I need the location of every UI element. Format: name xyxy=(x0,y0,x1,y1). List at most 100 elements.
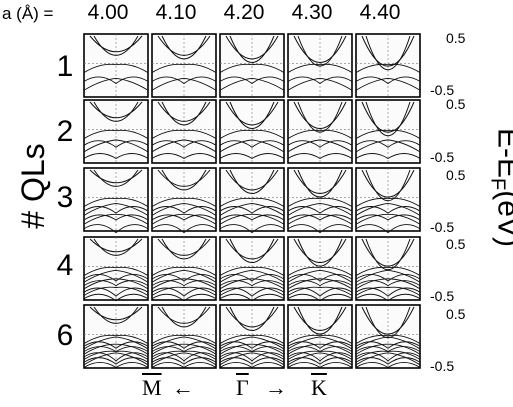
panel-4-4.20 xyxy=(219,236,285,302)
panel-6-4.00 xyxy=(83,304,149,369)
panel-3-4.20 xyxy=(219,167,285,234)
conduction-band-curve xyxy=(293,306,347,332)
conduction-band-curve xyxy=(365,35,411,70)
valence-band-curve xyxy=(219,334,285,345)
valence-band-curve xyxy=(355,129,421,140)
panel-4-4.40 xyxy=(355,236,421,302)
conduction-band-curve xyxy=(297,35,343,67)
row-label-1: 1 xyxy=(56,50,74,83)
conduction-band-curve xyxy=(161,238,207,260)
valence-band-curve xyxy=(287,334,353,345)
conduction-band-curve xyxy=(157,238,211,256)
right-arrow: → xyxy=(265,375,287,400)
column-label-4.30: 4.30 xyxy=(291,1,333,24)
valence-band-curve xyxy=(219,76,285,85)
valence-band-curve xyxy=(355,352,421,366)
valence-band-curve xyxy=(151,352,217,366)
conduction-band-curve xyxy=(361,306,415,335)
conduction-band-curve xyxy=(361,35,415,67)
valence-band-curve xyxy=(219,206,285,214)
valence-band-curve xyxy=(219,214,285,221)
valence-band-curve xyxy=(287,280,353,287)
panel-4-4.10 xyxy=(151,236,217,302)
valence-band-curve xyxy=(287,129,353,140)
valence-band-curve xyxy=(83,213,149,225)
valence-band-curve xyxy=(287,352,353,366)
valence-band-curve xyxy=(287,140,353,148)
conduction-band-curve xyxy=(93,101,139,122)
valence-band-curve xyxy=(83,274,149,282)
valence-band-curve xyxy=(287,224,353,234)
valence-band-curve xyxy=(83,286,149,296)
tick-top-row6: 0.5 xyxy=(446,306,466,322)
tick-top-row4: 0.5 xyxy=(446,236,466,252)
conduction-band-curve xyxy=(157,169,211,187)
panel-2-4.30 xyxy=(287,99,353,164)
row-label-4: 4 xyxy=(56,249,74,282)
conduction-band-curve xyxy=(161,169,207,191)
valence-band-curve xyxy=(355,336,421,350)
valence-band-curve xyxy=(151,76,217,85)
valence-band-curve xyxy=(83,76,149,85)
valence-band-curve xyxy=(83,269,149,283)
row-label-6: 6 xyxy=(56,319,74,352)
valence-band-curve xyxy=(355,269,421,283)
valence-band-curve xyxy=(287,76,353,85)
valence-band-curve xyxy=(355,341,421,349)
conduction-band-curve xyxy=(157,306,211,324)
valence-band-curve xyxy=(219,357,285,365)
valence-band-curve xyxy=(151,352,217,362)
valence-band-curve xyxy=(355,334,421,345)
valence-band-curve xyxy=(151,336,217,350)
valence-band-curve xyxy=(151,203,217,216)
valence-band-curve xyxy=(83,352,149,362)
valence-band-curve xyxy=(151,266,217,277)
valence-band-curve xyxy=(83,203,149,216)
valence-band-curve xyxy=(83,293,149,302)
valence-band-curve xyxy=(83,352,149,366)
valence-band-curve xyxy=(287,203,353,216)
valence-band-curve xyxy=(83,343,149,355)
valence-band-curve xyxy=(355,213,421,225)
valence-band-curve xyxy=(355,140,421,148)
valence-band-curve xyxy=(219,362,285,368)
panel-1-4.20 xyxy=(219,33,285,98)
valence-band-curve xyxy=(355,343,421,355)
valence-band-curve xyxy=(355,76,421,85)
valence-band-curve xyxy=(287,206,353,214)
valence-band-curve xyxy=(355,274,421,282)
valence-band-curve xyxy=(355,214,421,221)
valence-band-curve xyxy=(151,77,217,91)
valence-band-curve xyxy=(355,63,421,74)
k-point-M: M xyxy=(142,375,162,400)
valence-band-curve xyxy=(219,350,285,360)
valence-band-curve xyxy=(151,224,217,234)
valence-band-curve xyxy=(287,278,353,290)
conduction-band-curve xyxy=(365,169,411,201)
conduction-band-curve xyxy=(297,306,343,335)
valence-band-curve xyxy=(355,362,421,368)
conduction-band-curve xyxy=(361,101,415,133)
panel-3-4.10 xyxy=(151,167,217,234)
valence-band-curve xyxy=(287,357,353,365)
valence-band-curve xyxy=(355,224,421,234)
valence-band-curve xyxy=(355,266,421,277)
valence-band-curve xyxy=(83,350,149,360)
tick-bottom-row1: -0.5 xyxy=(430,82,455,98)
panel-1-4.40 xyxy=(355,33,421,98)
valence-band-curve xyxy=(219,269,285,283)
valence-band-curve xyxy=(355,206,421,214)
valence-band-curve xyxy=(151,278,217,290)
valence-band-curve xyxy=(287,287,353,297)
valence-band-curve xyxy=(219,139,285,153)
valence-band-curve xyxy=(355,203,421,216)
valence-band-curve xyxy=(151,153,217,160)
conduction-band-curve xyxy=(361,169,415,198)
valence-band-curve xyxy=(287,350,353,360)
conduction-band-curve xyxy=(293,35,347,64)
panel-1-4.30 xyxy=(287,33,353,98)
conduction-band-curve xyxy=(365,238,411,270)
left-arrow: ← xyxy=(172,375,194,400)
tick-top-row2: 0.5 xyxy=(446,96,466,112)
